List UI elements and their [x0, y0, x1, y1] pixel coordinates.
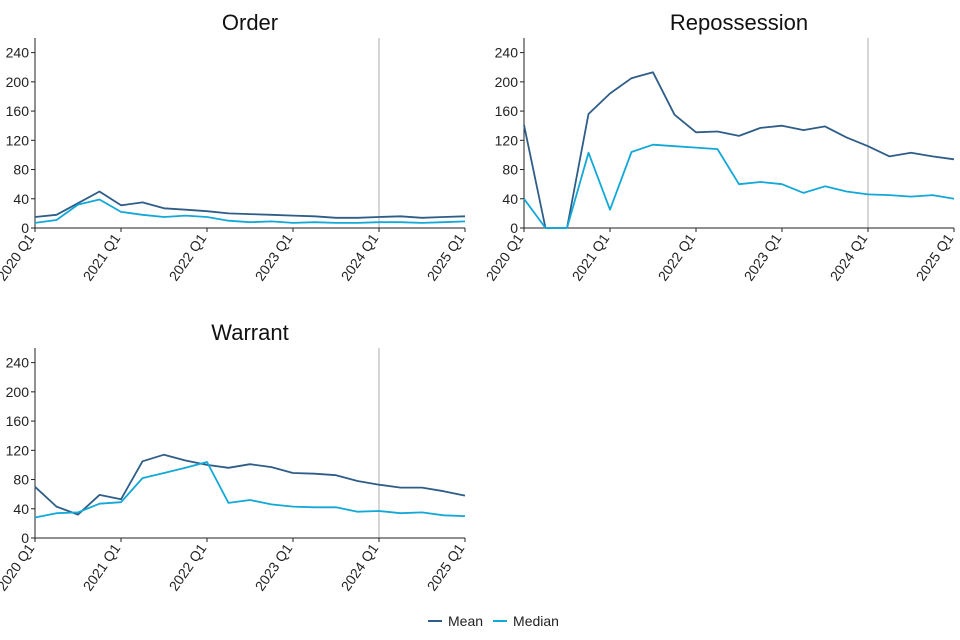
- x-tick-label: 2025 Q1: [913, 230, 957, 283]
- x-tick-label: 2020 Q1: [0, 230, 38, 283]
- chart-panel-repossession: Repossession 0 40 80 120 160 200 240 2020 Q1 2021…: [483, 10, 957, 284]
- y-tick-label: 200: [6, 384, 30, 400]
- y-tick-label: 160: [6, 413, 30, 429]
- series-line-median: [523, 143, 955, 229]
- series-line-mean: [523, 71, 955, 229]
- x-tick-label: 2021 Q1: [569, 230, 613, 283]
- x-tick-label: 2023 Q1: [252, 540, 296, 593]
- y-tick-label: 160: [6, 103, 30, 119]
- legend-item-median: Median: [493, 613, 559, 629]
- chart-title: Repossession: [670, 10, 808, 35]
- chart-title: Order: [222, 10, 278, 35]
- x-tick-label: 2023 Q1: [252, 230, 296, 283]
- series-line-median: [34, 461, 466, 519]
- legend-item-mean: Mean: [428, 613, 483, 629]
- legend-swatch-median: [493, 620, 508, 622]
- chart-legend: Mean Median: [428, 612, 559, 630]
- y-tick-label: 80: [13, 162, 29, 178]
- x-tick-label: 2025 Q1: [424, 230, 468, 283]
- x-tick-label: 2020 Q1: [483, 230, 527, 283]
- x-tick-label: 2022 Q1: [166, 540, 210, 593]
- series-line-median: [34, 198, 466, 224]
- y-tick-label: 240: [495, 45, 519, 61]
- x-tick-label: 2021 Q1: [80, 230, 124, 283]
- y-tick-label: 240: [6, 45, 30, 61]
- legend-label-median: Median: [513, 613, 559, 629]
- y-tick-label: 200: [6, 74, 30, 90]
- chart-panel-order: Order 0 40 80 120 160 200 240 2020 Q1 2021 Q1 2022…: [0, 10, 468, 284]
- x-tick-label: 2025 Q1: [424, 540, 468, 593]
- y-tick-label: 40: [13, 191, 29, 207]
- x-tick-label: 2024 Q1: [338, 230, 382, 283]
- y-tick-label: 120: [6, 442, 30, 458]
- x-tick-label: 2023 Q1: [741, 230, 785, 283]
- x-tick-label: 2022 Q1: [655, 230, 699, 283]
- chart-panel-warrant: Warrant 0 40 80 120 160 200 240 2020 Q1 2021 Q1 20…: [0, 320, 468, 594]
- y-tick-label: 120: [495, 132, 519, 148]
- y-tick-label: 0: [510, 220, 518, 236]
- x-tick-label: 2021 Q1: [80, 540, 124, 593]
- series-line-mean: [34, 453, 466, 516]
- x-tick-label: 2024 Q1: [338, 540, 382, 593]
- y-tick-label: 80: [502, 162, 518, 178]
- y-tick-label: 200: [495, 74, 519, 90]
- chart-title: Warrant: [211, 320, 288, 345]
- x-tick-label: 2024 Q1: [827, 230, 871, 283]
- y-tick-label: 0: [21, 530, 29, 546]
- x-tick-label: 2022 Q1: [166, 230, 210, 283]
- legend-label-mean: Mean: [448, 613, 484, 629]
- series-line-mean: [34, 190, 466, 219]
- y-tick-label: 40: [502, 191, 518, 207]
- y-tick-label: 40: [13, 501, 29, 517]
- y-tick-label: 80: [13, 472, 29, 488]
- y-tick-label: 0: [21, 220, 29, 236]
- y-tick-label: 120: [6, 132, 30, 148]
- x-tick-label: 2020 Q1: [0, 540, 38, 593]
- y-tick-label: 240: [6, 355, 30, 371]
- y-tick-label: 160: [495, 103, 519, 119]
- legend-swatch-mean: [428, 620, 442, 622]
